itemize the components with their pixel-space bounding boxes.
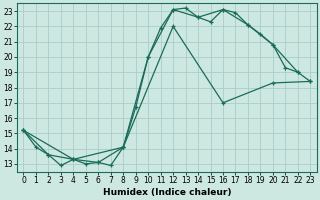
X-axis label: Humidex (Indice chaleur): Humidex (Indice chaleur) — [103, 188, 231, 197]
